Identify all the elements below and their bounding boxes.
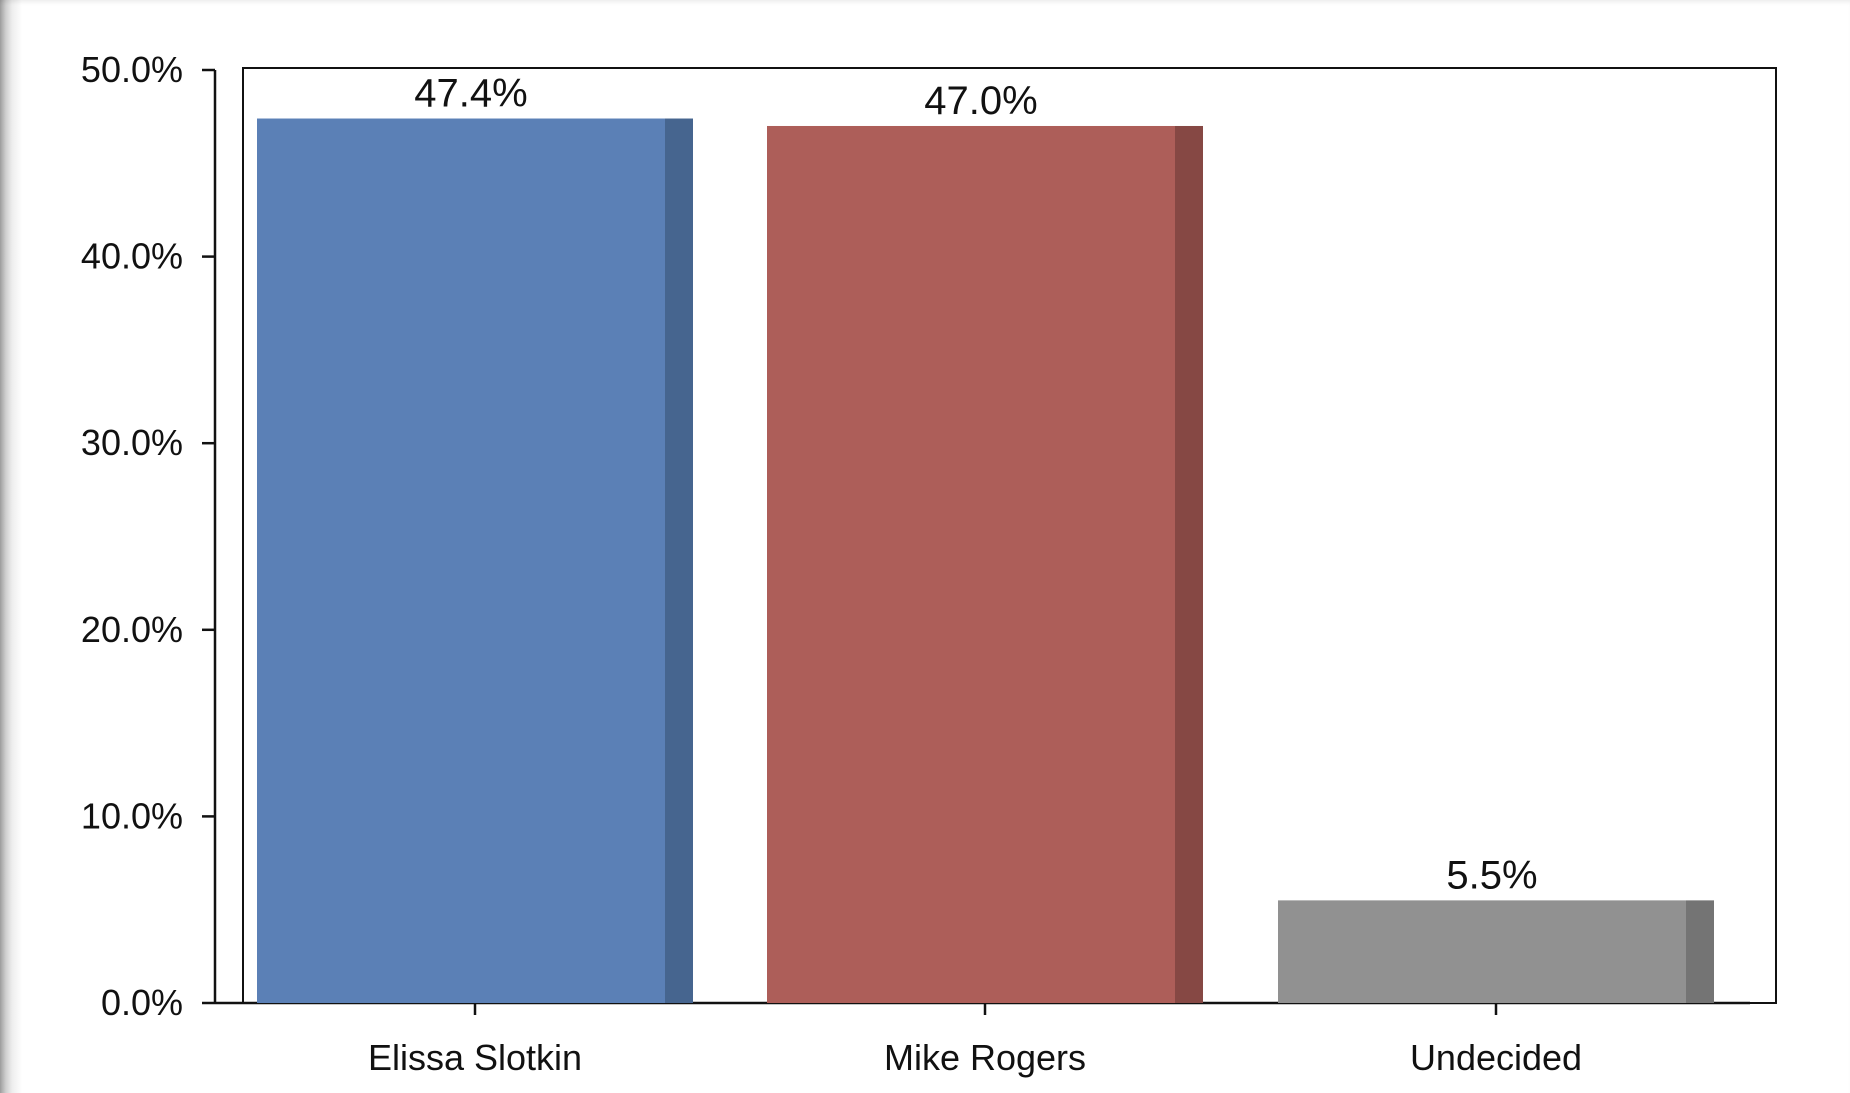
bar xyxy=(767,125,1175,1004)
y-axis: 0.0% 10.0% 20.0% 30.0% 40.0% 50.0% xyxy=(81,49,217,1023)
bar-shade xyxy=(1686,900,1714,1003)
bar xyxy=(257,118,665,1004)
y-tick-label: 40.0% xyxy=(81,236,183,277)
y-tick-label: 30.0% xyxy=(81,422,183,463)
bar-shade xyxy=(1175,125,1203,1004)
y-tick-label: 0.0% xyxy=(101,982,183,1023)
bars xyxy=(257,118,1714,1004)
y-tick-label: 20.0% xyxy=(81,609,183,650)
bar-value-label: 5.5% xyxy=(1446,853,1537,897)
x-tick-label: Mike Rogers xyxy=(884,1037,1086,1078)
y-tick-label: 10.0% xyxy=(81,795,183,836)
bar-shade xyxy=(665,118,693,1004)
x-axis: Elissa Slotkin Mike Rogers Undecided xyxy=(215,1001,1750,1078)
y-tick-label: 50.0% xyxy=(81,49,183,90)
x-tick-label: Elissa Slotkin xyxy=(368,1037,582,1078)
bar xyxy=(1278,900,1686,1003)
bar-value-label: 47.4% xyxy=(414,72,527,116)
bar-value-label: 47.0% xyxy=(924,79,1037,123)
value-labels: 47.4% 47.0% 5.5% xyxy=(414,72,1537,898)
x-tick-label: Undecided xyxy=(1410,1037,1582,1078)
